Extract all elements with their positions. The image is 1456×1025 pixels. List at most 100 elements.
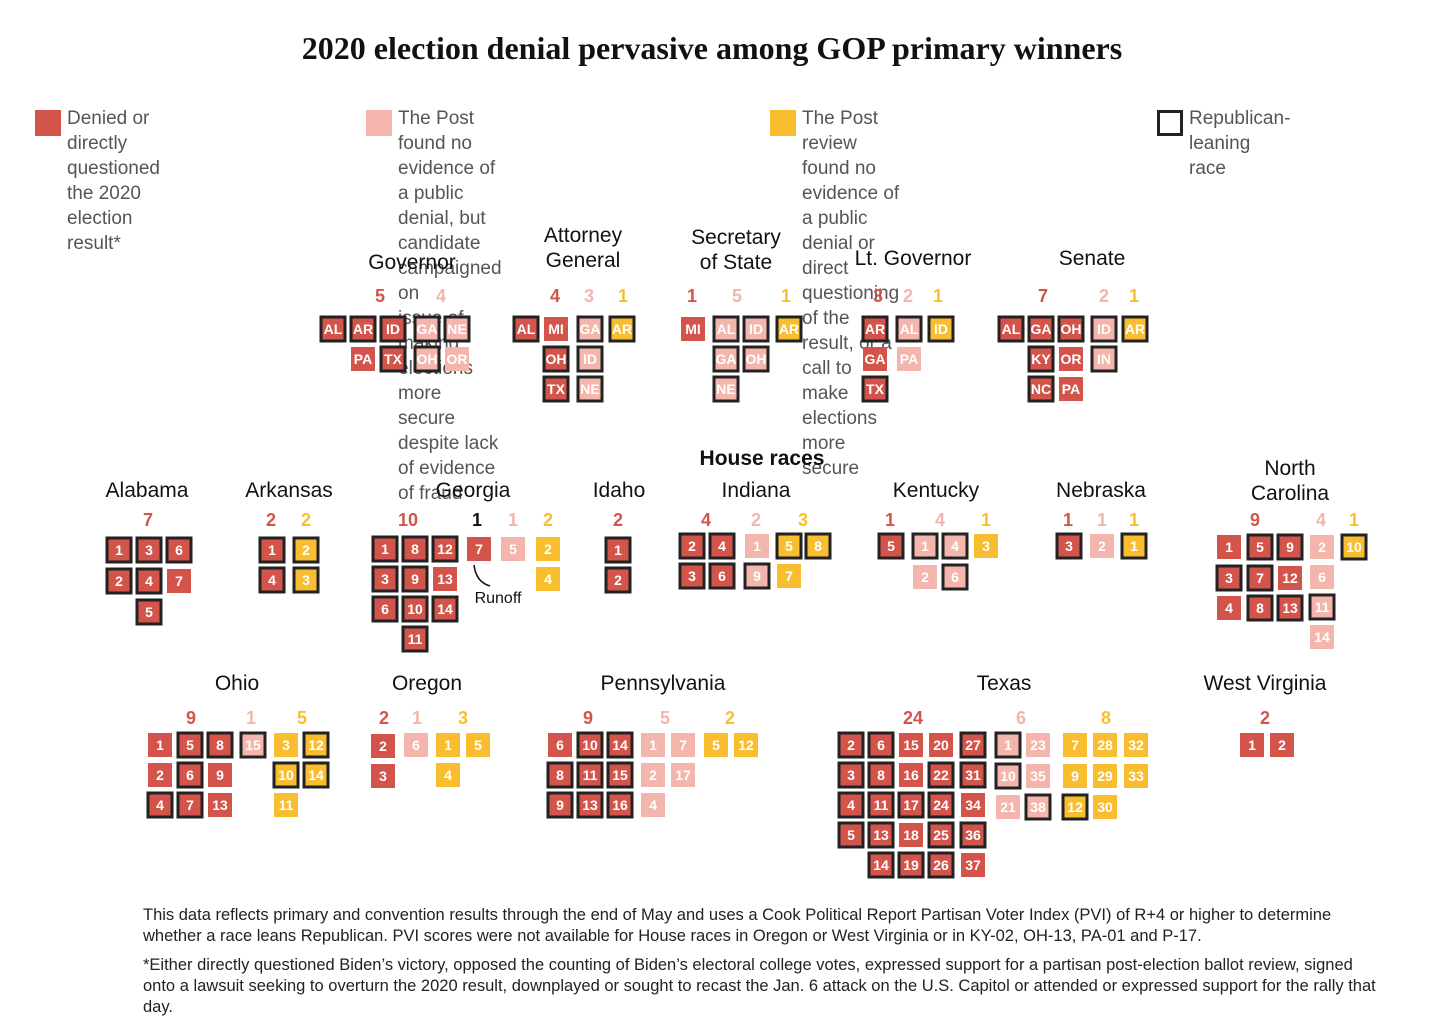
group-count: 2 [903, 286, 913, 306]
race-tile [899, 763, 923, 787]
race-tile [867, 821, 895, 849]
race-tile [837, 761, 865, 789]
race-tile-label: AL [1002, 321, 1021, 337]
race-tile-label: 3 [379, 768, 387, 784]
legend-swatch [366, 110, 392, 136]
race-tile-label: 13 [437, 571, 453, 587]
group-count: 2 [1099, 286, 1109, 306]
race-tile-label: 5 [785, 538, 793, 554]
group-count: 2 [543, 510, 553, 530]
race-tile [897, 851, 925, 879]
race-tile-label: 34 [965, 797, 981, 813]
race-tile-label: 11 [583, 767, 598, 783]
race-tile [258, 566, 286, 594]
race-tile-label: OR [447, 351, 468, 367]
race-tile-label: ID [583, 351, 597, 367]
race-tile-label: 8 [814, 538, 822, 554]
race-tile-label: GA [580, 321, 601, 337]
group-count: 2 [1260, 708, 1270, 728]
race-tile-label: 5 [186, 737, 194, 753]
race-tile [899, 823, 923, 847]
race-tile-label: 6 [877, 737, 885, 753]
race-tile-label: 11 [408, 631, 423, 647]
race-tile [641, 733, 665, 757]
race-tile-label: AR [865, 321, 885, 337]
race-name: Senate [1059, 247, 1126, 270]
race-tile-label: NE [580, 381, 599, 397]
race-tile [1340, 533, 1368, 561]
race-tile [1310, 565, 1334, 589]
group-count: 5 [375, 286, 385, 306]
race-tile-label: 15 [612, 767, 628, 783]
race-name: Ohio [215, 672, 259, 695]
race-tile [542, 345, 570, 373]
race-tile [927, 315, 955, 343]
group-count: 5 [297, 708, 307, 728]
race-tile-label: 2 [688, 538, 696, 554]
race-tile [576, 791, 604, 819]
race-tile-label: 2 [847, 737, 855, 753]
race-tile-label: 4 [847, 797, 855, 813]
race-tile-label: 1 [649, 737, 657, 753]
group-count: 2 [379, 708, 389, 728]
race-tile-label: AR [612, 321, 632, 337]
group-count: 9 [583, 708, 593, 728]
race-tile-label: 1 [614, 542, 622, 558]
race-name: Carolina [1251, 482, 1330, 505]
group-count: 4 [935, 510, 945, 530]
race-tile [863, 347, 887, 371]
race-tile [1059, 377, 1083, 401]
race-tile-label: 6 [556, 737, 564, 753]
race-tile-label: AR [779, 321, 799, 337]
race-tile [775, 532, 803, 560]
race-tile-label: 5 [847, 827, 855, 843]
race-tile [681, 317, 705, 341]
race-tile-label: 4 [649, 797, 657, 813]
race-name: Secretary [691, 226, 781, 249]
race-tile-label: 23 [1030, 737, 1046, 753]
race-tile-label: NE [716, 381, 735, 397]
race-tile-label: GA [716, 351, 737, 367]
race-tile [671, 763, 695, 787]
race-tile [712, 315, 740, 343]
race-tile [208, 793, 232, 817]
race-tile [1276, 594, 1304, 622]
race-tile [576, 315, 604, 343]
race-tile-label: 8 [411, 541, 419, 557]
race-tile [837, 731, 865, 759]
race-tile-label: PA [900, 351, 918, 367]
race-tile [105, 567, 133, 595]
race-tile-label: AR [353, 321, 373, 337]
race-tile-label: 6 [718, 568, 726, 584]
race-tile [148, 733, 172, 757]
race-tile [413, 345, 441, 373]
group-count: 6 [1016, 708, 1026, 728]
race-tile-label: 4 [718, 538, 726, 554]
methodology-note: This data reflects primary and conventio… [143, 906, 1332, 945]
race-tile [1027, 345, 1055, 373]
race-tile [913, 565, 937, 589]
group-count: 2 [301, 510, 311, 530]
race-tile [1063, 733, 1087, 757]
race-name: Oregon [392, 672, 462, 695]
race-tile-label: AL [900, 321, 919, 337]
race-tile-label: 30 [1097, 799, 1113, 815]
race-tile-label: 1 [381, 541, 389, 557]
race-tile-label: 6 [175, 542, 183, 558]
race-tile [743, 562, 771, 590]
race-tile-label: 38 [1030, 799, 1046, 815]
race-tile [544, 317, 568, 341]
race-tile-label: ID [934, 321, 948, 337]
group-count: 1 [1349, 510, 1359, 530]
group-count: 10 [398, 510, 418, 530]
race-tile-label: 12 [437, 541, 453, 557]
race-tile [678, 532, 706, 560]
race-tile [1055, 532, 1083, 560]
race-tile-label: PA [1062, 381, 1080, 397]
race-tile [167, 569, 191, 593]
race-tile [443, 315, 471, 343]
group-count: 2 [725, 708, 735, 728]
race-tile-label: 13 [582, 797, 598, 813]
race-tile [1026, 764, 1050, 788]
race-tile-label: 1 [1130, 538, 1138, 554]
